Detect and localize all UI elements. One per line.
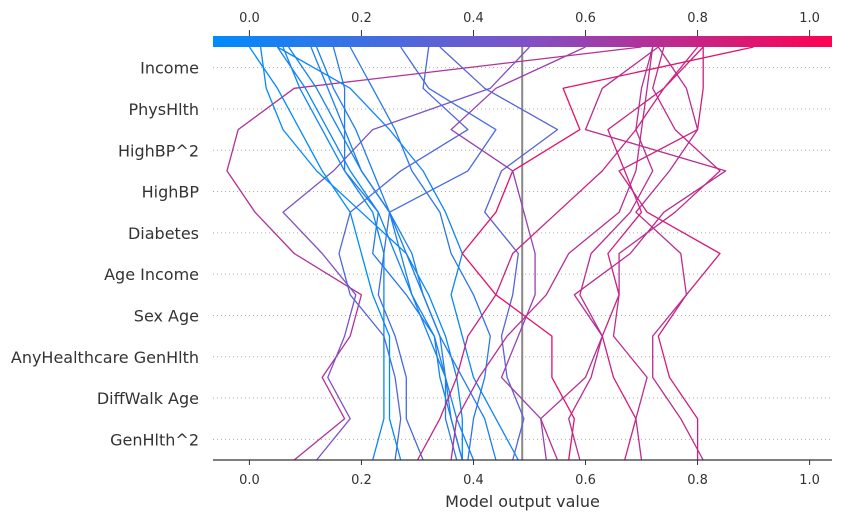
bottom-tick-label: 0.6 xyxy=(575,473,596,488)
bottom-tick-label: 0.0 xyxy=(239,473,260,488)
decision-path-20 xyxy=(635,46,704,461)
decision-path-18 xyxy=(612,46,721,461)
top-tick-label: 1.0 xyxy=(799,11,820,26)
top-tick-label: 0.2 xyxy=(351,11,372,26)
top-axis-ticks: 0.0 0.2 0.4 0.6 0.8 1.0 xyxy=(239,11,820,36)
feature-label: HighBP^2 xyxy=(118,141,199,160)
decision-path-25 xyxy=(416,46,699,461)
decision-path-16 xyxy=(461,46,754,461)
feature-label: Age Income xyxy=(104,265,199,284)
decision-path-10 xyxy=(315,46,497,461)
bottom-tick-label: 0.2 xyxy=(351,473,372,488)
decision-path-9 xyxy=(282,46,385,461)
feature-label: AnyHealthcare GenHlth xyxy=(11,348,199,367)
decision-path-19 xyxy=(618,47,721,460)
top-tick-label: 0.6 xyxy=(575,11,596,26)
decision-path-23 xyxy=(568,46,727,461)
feature-label: Diabetes xyxy=(128,224,199,243)
bottom-axis-ticks: 0.0 0.2 0.4 0.6 0.8 1.0 xyxy=(239,460,820,488)
x-axis-title: Model output value xyxy=(445,492,600,511)
decision-path-21 xyxy=(601,46,704,461)
top-tick-label: 0.0 xyxy=(239,11,260,26)
decision-path-7 xyxy=(276,46,463,461)
top-tick-label: 0.4 xyxy=(463,11,484,26)
decision-path-8 xyxy=(248,46,402,461)
feature-label: Income xyxy=(140,59,199,78)
decision-path-3 xyxy=(338,46,469,461)
feature-label: Sex Age xyxy=(134,306,199,325)
bottom-tick-label: 1.0 xyxy=(799,473,820,488)
decision-path-17 xyxy=(450,46,586,461)
decision-path-5 xyxy=(332,46,458,461)
bottom-tick-label: 0.8 xyxy=(687,473,708,488)
color-scale-bar xyxy=(213,36,832,47)
feature-label: GenHlth^2 xyxy=(110,430,199,449)
decision-path-12 xyxy=(288,46,475,461)
decision-path-1 xyxy=(226,46,642,461)
feature-label: DiffWalk Age xyxy=(97,389,199,408)
decision-path-22 xyxy=(540,46,654,461)
feature-label: PhysHlth xyxy=(129,100,199,119)
decision-paths xyxy=(226,46,754,461)
bottom-tick-label: 0.4 xyxy=(463,473,484,488)
feature-label: HighBP xyxy=(142,183,200,202)
decision-path-24 xyxy=(450,46,654,461)
feature-labels: GenHlth^2 DiffWalk Age AnyHealthcare GenHl… xyxy=(11,59,199,450)
decision-path-13 xyxy=(310,46,463,461)
decision-path-2 xyxy=(282,46,530,461)
top-tick-label: 0.8 xyxy=(687,11,708,26)
decision-path-15 xyxy=(439,46,559,461)
